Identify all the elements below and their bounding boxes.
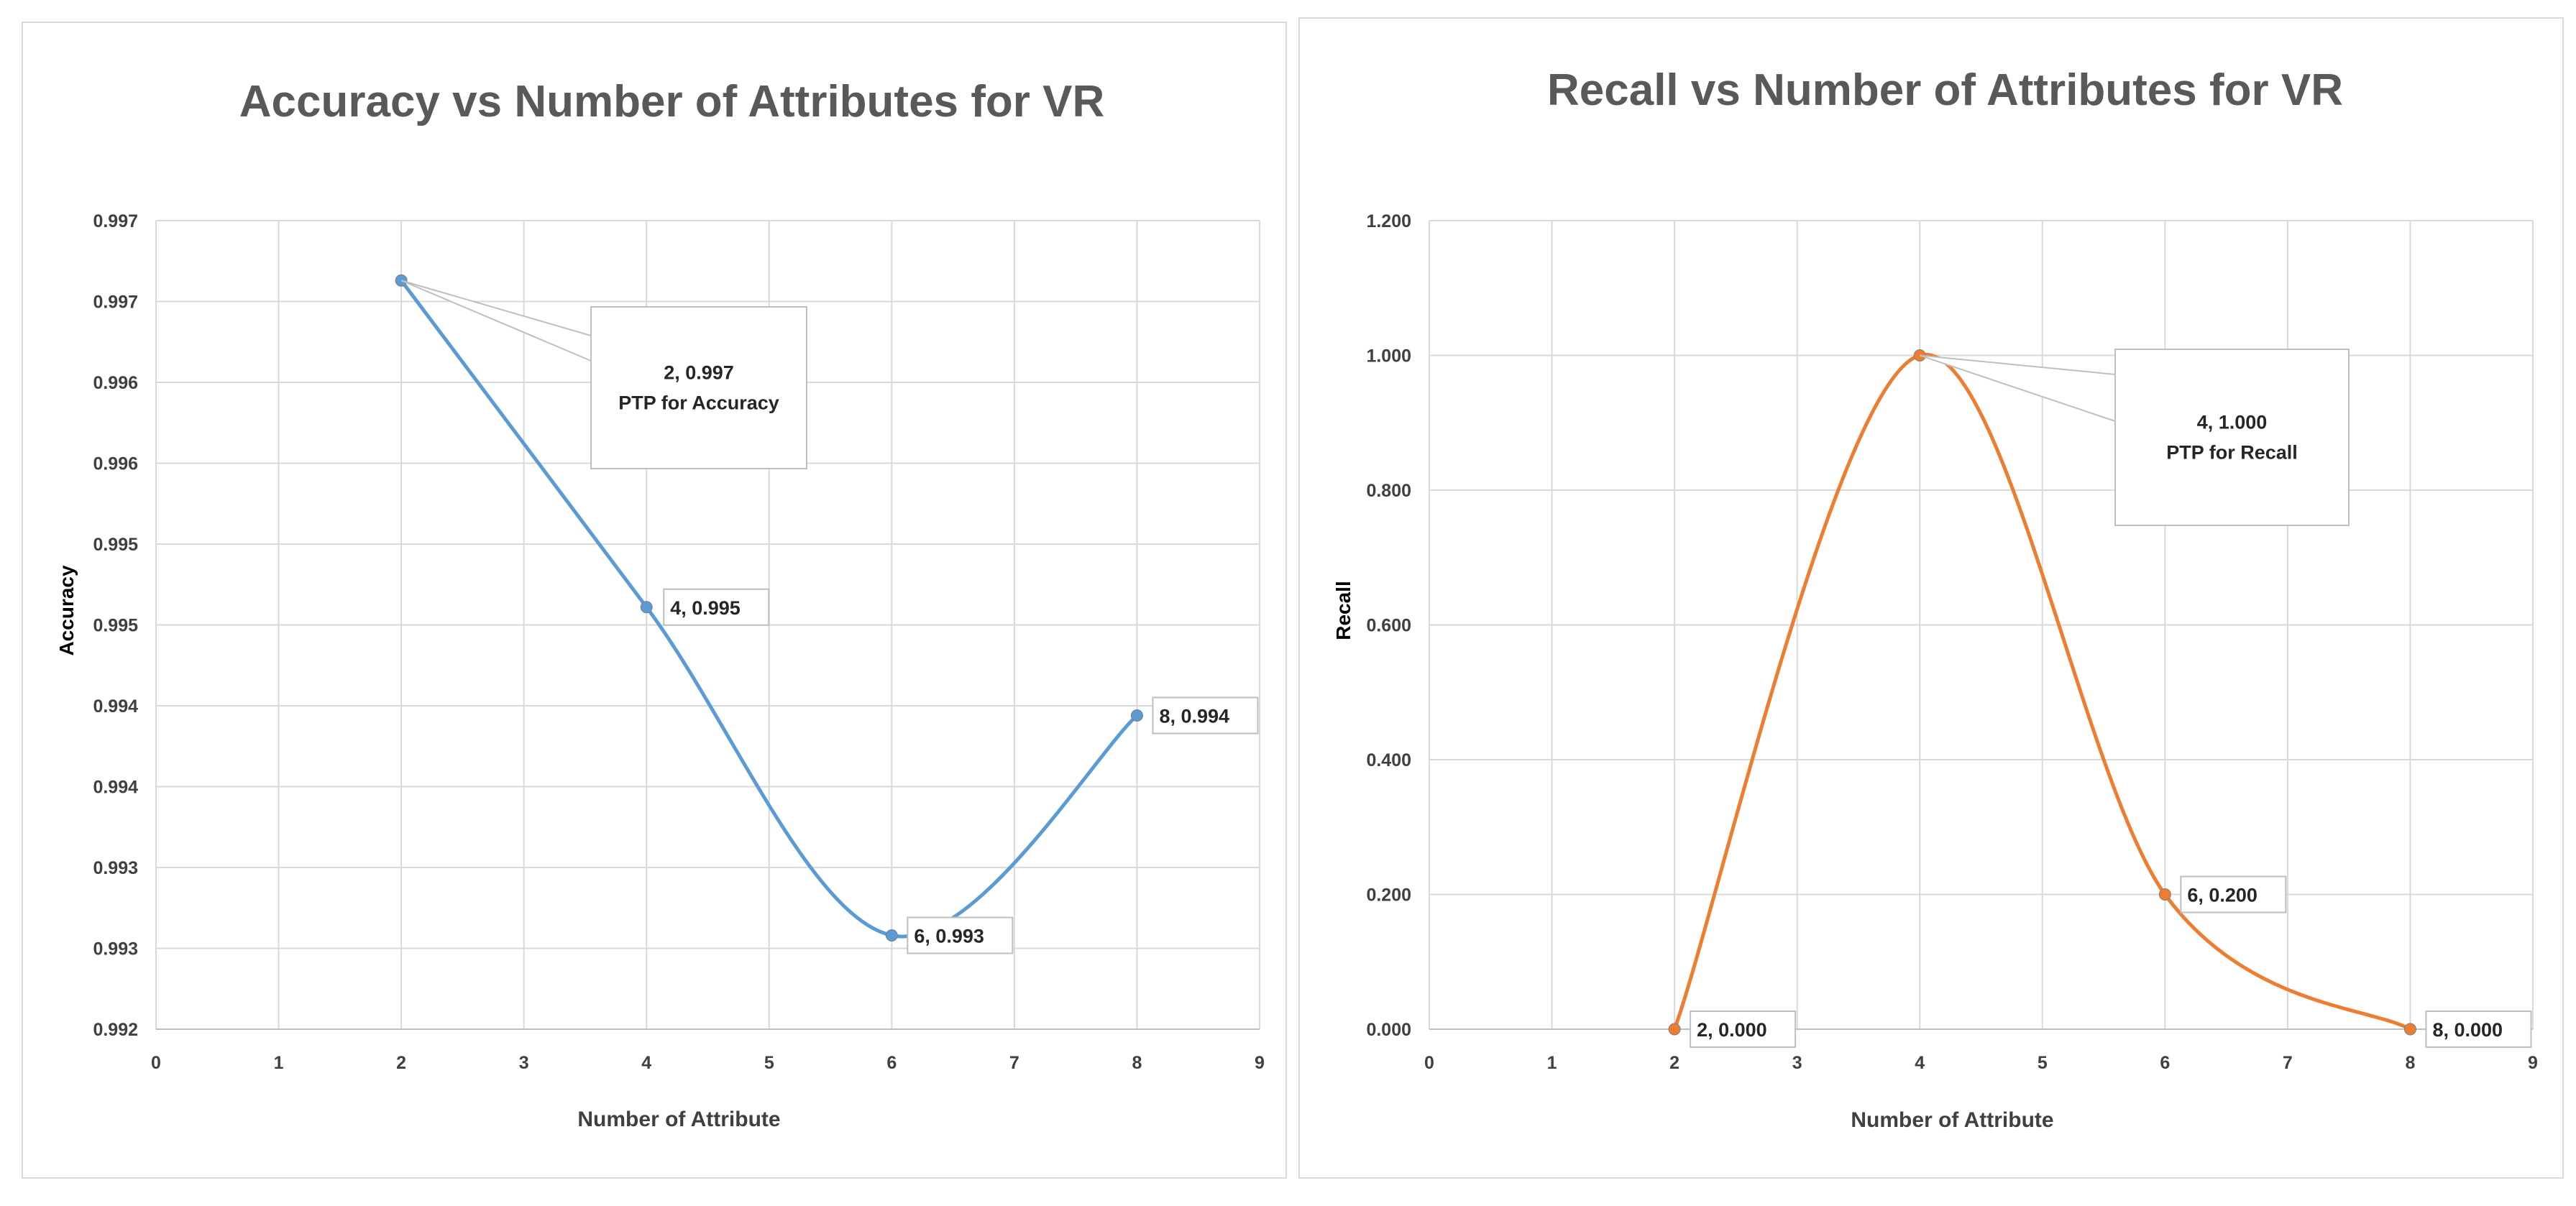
- y-tick-label: 0.992: [93, 1020, 138, 1040]
- data-label-box: [1690, 1011, 1797, 1048]
- callout-caption: PTP for Recall: [2166, 442, 2298, 464]
- x-tick-label: 0: [151, 1053, 161, 1073]
- data-label: 8, 0.000: [2432, 1019, 2503, 1041]
- y-axis-label: Accuracy: [55, 565, 78, 656]
- data-label: 6, 0.993: [914, 926, 984, 947]
- callout-joint: [592, 336, 595, 361]
- y-tick-label: 0.995: [93, 535, 138, 555]
- x-tick-label: 3: [519, 1053, 529, 1073]
- y-tick-label: 0.993: [93, 858, 138, 878]
- y-axis-label: Recall: [1332, 581, 1355, 640]
- y-tick-label: 0.994: [93, 778, 138, 798]
- data-point: [885, 929, 898, 942]
- x-tick-label: 5: [2038, 1053, 2048, 1073]
- y-tick-label: 0.996: [93, 373, 138, 393]
- x-tick-label: 2: [396, 1053, 406, 1073]
- y-tick-label: 1.000: [1366, 346, 1411, 367]
- data-label-box: [663, 588, 770, 626]
- x-tick-label: 8: [2405, 1053, 2415, 1073]
- recall-chart: Recall vs Number of Attributes for VR 0 1 2…: [1332, 65, 2538, 1132]
- chart-title: Accuracy vs Number of Attributes for VR: [239, 77, 1105, 126]
- y-tick-label: 0.000: [1366, 1020, 1411, 1040]
- data-label: 2, 0.000: [1697, 1019, 1767, 1041]
- data-label-box: [1152, 696, 1259, 735]
- x-tick-label: 0: [1424, 1053, 1434, 1073]
- callout-pointer: [1919, 354, 2116, 423]
- x-tick-label: 9: [1255, 1053, 1265, 1073]
- x-tick-label: 3: [1792, 1053, 1802, 1073]
- y-tick-label: 0.800: [1366, 481, 1411, 501]
- data-label-box: [907, 916, 1014, 954]
- callout-joint: [2116, 374, 2119, 421]
- callout-box: [2114, 349, 2350, 526]
- x-tick-label: 1: [1547, 1053, 1557, 1073]
- y-tick-label: 0.200: [1366, 885, 1411, 906]
- y-tick-label: 0.995: [93, 616, 138, 636]
- chart-title: Recall vs Number of Attributes for VR: [1547, 65, 2343, 115]
- callout-box: [590, 306, 807, 469]
- x-tick-label: 9: [2528, 1053, 2538, 1073]
- y-tick-label: 0.400: [1366, 750, 1411, 770]
- data-label-box: [2180, 875, 2287, 913]
- data-label: 8, 0.994: [1159, 706, 1229, 727]
- x-tick-label: 2: [1669, 1053, 1679, 1073]
- x-tick-label: 6: [886, 1053, 897, 1073]
- x-axis-label: Number of Attribute: [577, 1108, 780, 1131]
- data-point: [2403, 1023, 2416, 1036]
- x-tick-label: 4: [1915, 1053, 1925, 1073]
- data-point: [1668, 1023, 1681, 1036]
- y-tick-label: 0.996: [93, 454, 138, 474]
- callout-value: 4, 1.000: [2197, 412, 2268, 433]
- x-tick-label: 7: [2283, 1053, 2293, 1073]
- x-tick-label: 8: [1132, 1053, 1142, 1073]
- y-tick-label: 0.993: [93, 939, 138, 959]
- data-label: 4, 0.995: [670, 597, 741, 619]
- y-tick-label: 1.200: [1366, 211, 1411, 231]
- x-axis-label: Number of Attribute: [1851, 1108, 2053, 1132]
- x-tick-label: 7: [1009, 1053, 1019, 1073]
- data-point: [1130, 709, 1143, 722]
- recall-chart-panel: Recall vs Number of Attributes for VR 0 1 2…: [1298, 17, 2564, 1179]
- y-tick-label: 0.997: [93, 211, 138, 231]
- x-tick-label: 1: [274, 1053, 284, 1073]
- callout-caption: PTP for Accuracy: [618, 392, 779, 414]
- series-line: [1672, 352, 2411, 1031]
- y-tick-label: 0.600: [1366, 616, 1411, 636]
- data-label-box: [2425, 1011, 2532, 1048]
- data-point: [640, 601, 653, 614]
- accuracy-chart-panel: Accuracy vs Number of Attributes for VR 0…: [22, 22, 1287, 1179]
- series-line: [400, 279, 1139, 939]
- accuracy-chart: Accuracy vs Number of Attributes for VR 0…: [55, 77, 1265, 1131]
- data-label: 6, 0.200: [2187, 885, 2258, 906]
- x-tick-label: 4: [641, 1053, 651, 1073]
- data-point: [2158, 888, 2171, 901]
- y-tick-label: 0.994: [93, 696, 138, 717]
- callout-value: 2, 0.997: [664, 362, 734, 384]
- x-tick-label: 5: [764, 1053, 774, 1073]
- y-tick-label: 0.997: [93, 293, 138, 313]
- x-tick-label: 6: [2160, 1053, 2170, 1073]
